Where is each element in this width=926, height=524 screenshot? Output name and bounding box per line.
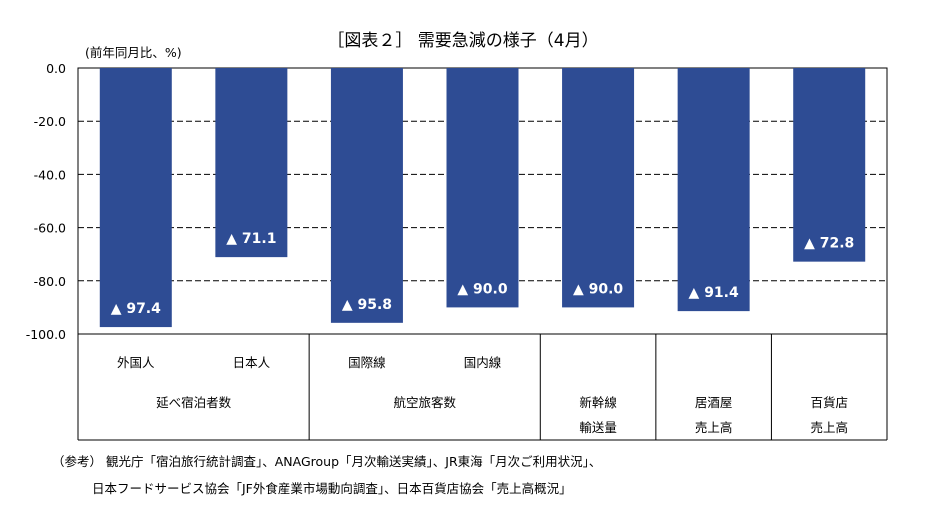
bar <box>446 68 519 308</box>
sub-category-label: 国際線 <box>348 355 386 370</box>
unit-label: (前年同月比、%) <box>85 45 182 60</box>
data-label: ▲ 71.1 <box>226 231 276 247</box>
group-label: 売上高 <box>810 420 848 435</box>
bar <box>562 68 635 308</box>
group-label: 新幹線 <box>579 395 617 410</box>
y-tick-label: -80.0 <box>34 274 66 289</box>
bar <box>99 68 172 328</box>
data-label: ▲ 72.8 <box>804 236 854 252</box>
data-label: ▲ 91.4 <box>689 285 739 301</box>
bar <box>215 68 288 258</box>
y-tick-label: -40.0 <box>34 167 66 182</box>
source-note-line-2: 日本フードサービス協会「JF外食産業市場動向調査」、日本百貨店協会「売上高概況」 <box>92 481 572 496</box>
data-label: ▲ 97.4 <box>111 301 161 317</box>
group-label: 売上高 <box>695 420 733 435</box>
data-label: ▲ 95.8 <box>342 297 392 313</box>
source-note-line-1: （参考） 観光庁「宿泊旅行統計調査」、ANAGroup「月次輸送実績」、JR東海… <box>52 454 601 469</box>
sub-category-label: 外国人 <box>117 355 155 370</box>
sub-category-label: 日本人 <box>233 355 271 370</box>
bar <box>677 68 750 312</box>
y-tick-label: 0.0 <box>46 61 66 76</box>
y-tick-label: -20.0 <box>34 114 66 129</box>
group-label: 航空旅客数 <box>393 395 456 410</box>
bar <box>793 68 866 262</box>
chart-title: ［図表２］ 需要急減の様子（4月） <box>327 31 598 51</box>
sub-category-label: 国内線 <box>464 355 502 370</box>
data-labels: ▲ 97.4 ▲ 71.1 ▲ 95.8 ▲ 90.0 ▲ 90.0 ▲ 91.4 ▲ 72… <box>111 231 855 317</box>
group-label: 居酒屋 <box>695 395 733 410</box>
group-label: 延べ宿泊者数 <box>156 395 232 410</box>
group-label: 輸送量 <box>579 420 617 435</box>
y-tick-label: -60.0 <box>34 221 66 236</box>
y-axis-ticks: 0.0 -20.0 -40.0 -60.0 -80.0 -100.0 <box>26 61 66 342</box>
data-label: ▲ 90.0 <box>457 281 507 297</box>
group-label: 百貨店 <box>810 395 848 410</box>
bar <box>330 68 403 323</box>
bars <box>99 68 866 328</box>
y-tick-label: -100.0 <box>26 327 66 342</box>
data-label: ▲ 90.0 <box>573 281 623 297</box>
